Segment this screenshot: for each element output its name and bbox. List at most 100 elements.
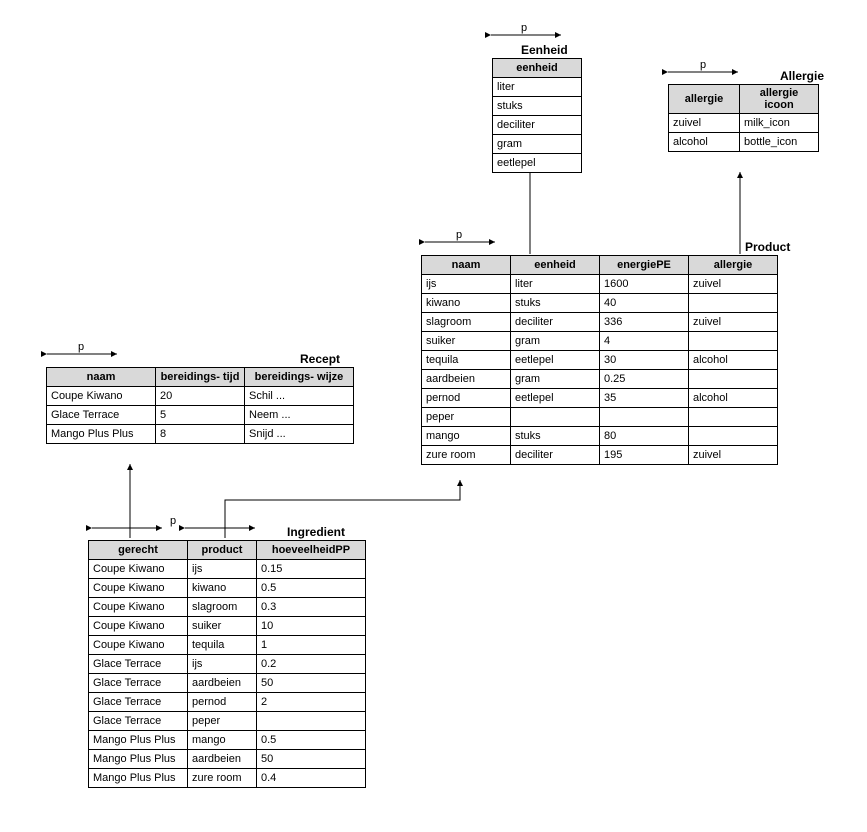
- table-cell: Glace Terrace: [89, 693, 188, 712]
- table-cell: 30: [600, 351, 689, 370]
- table-cell: liter: [493, 78, 582, 97]
- table-cell: 0.15: [257, 560, 366, 579]
- table-cell: 8: [156, 425, 245, 444]
- recept-p-label: p: [78, 341, 84, 353]
- product-p-label: p: [456, 229, 462, 241]
- table-cell: stuks: [511, 427, 600, 446]
- table-cell: [689, 370, 778, 389]
- table-cell: alcohol: [689, 351, 778, 370]
- table-cell: deciliter: [511, 446, 600, 465]
- allergie-col-1: allergie icoon: [740, 85, 819, 114]
- table-cell: ijs: [188, 655, 257, 674]
- table-cell: Snijd ...: [245, 425, 354, 444]
- ingredient-col-1: product: [188, 541, 257, 560]
- recept-col-2: bereidings- wijze: [245, 368, 354, 387]
- table-cell: 0.3: [257, 598, 366, 617]
- table-cell: aardbeien: [188, 750, 257, 769]
- table-cell: zuivel: [689, 446, 778, 465]
- eenheid-p-label: p: [521, 22, 527, 34]
- table-cell: gram: [511, 370, 600, 389]
- table-cell: ijs: [188, 560, 257, 579]
- table-cell: mango: [188, 731, 257, 750]
- table-cell: 35: [600, 389, 689, 408]
- table-cell: 50: [257, 674, 366, 693]
- table-cell: 1600: [600, 275, 689, 294]
- table-cell: [689, 427, 778, 446]
- table-cell: Coupe Kiwano: [89, 579, 188, 598]
- product-col-0: naam: [422, 256, 511, 275]
- eenheid-col-0: eenheid: [493, 59, 582, 78]
- table-cell: 0.5: [257, 579, 366, 598]
- table-cell: Glace Terrace: [47, 406, 156, 425]
- ingredient-p-label: p: [170, 515, 176, 527]
- allergie-col-0: allergie: [669, 85, 740, 114]
- table-cell: Mango Plus Plus: [89, 731, 188, 750]
- product-table: naam eenheid energiePE allergie ijsliter…: [421, 255, 778, 465]
- table-cell: eetlepel: [511, 389, 600, 408]
- table-cell: Coupe Kiwano: [89, 636, 188, 655]
- table-cell: kiwano: [188, 579, 257, 598]
- table-cell: zure room: [422, 446, 511, 465]
- table-cell: 40: [600, 294, 689, 313]
- table-cell: 0.25: [600, 370, 689, 389]
- table-cell: aardbeien: [188, 674, 257, 693]
- table-cell: suiker: [188, 617, 257, 636]
- table-cell: stuks: [511, 294, 600, 313]
- table-cell: [689, 408, 778, 427]
- table-cell: 5: [156, 406, 245, 425]
- table-cell: 0.5: [257, 731, 366, 750]
- table-cell: gram: [511, 332, 600, 351]
- table-cell: Glace Terrace: [89, 674, 188, 693]
- table-cell: 2: [257, 693, 366, 712]
- table-cell: eetlepel: [511, 351, 600, 370]
- table-cell: 1: [257, 636, 366, 655]
- table-cell: deciliter: [493, 116, 582, 135]
- table-cell: alcohol: [689, 389, 778, 408]
- allergie-table: allergie allergie icoon zuivel milk_icon…: [668, 84, 819, 152]
- table-cell: Schil ...: [245, 387, 354, 406]
- table-cell: 336: [600, 313, 689, 332]
- recept-title: Recept: [300, 352, 340, 366]
- table-cell: alcohol: [669, 133, 740, 152]
- table-cell: milk_icon: [740, 114, 819, 133]
- ingredient-table: gerecht product hoeveelheidPP Coupe Kiwa…: [88, 540, 366, 788]
- recept-col-1: bereidings- tijd: [156, 368, 245, 387]
- table-cell: zuivel: [689, 313, 778, 332]
- recept-col-0: naam: [47, 368, 156, 387]
- table-cell: Coupe Kiwano: [89, 560, 188, 579]
- table-cell: zuivel: [689, 275, 778, 294]
- table-cell: Neem ...: [245, 406, 354, 425]
- table-cell: aardbeien: [422, 370, 511, 389]
- table-cell: tequila: [422, 351, 511, 370]
- table-cell: zure room: [188, 769, 257, 788]
- table-cell: Coupe Kiwano: [89, 617, 188, 636]
- table-cell: peper: [188, 712, 257, 731]
- table-cell: [689, 294, 778, 313]
- table-cell: slagroom: [422, 313, 511, 332]
- product-col-2: energiePE: [600, 256, 689, 275]
- table-cell: [600, 408, 689, 427]
- table-cell: kiwano: [422, 294, 511, 313]
- table-cell: bottle_icon: [740, 133, 819, 152]
- product-title: Product: [745, 240, 790, 254]
- recept-table: naam bereidings- tijd bereidings- wijze …: [46, 367, 354, 444]
- table-cell: zuivel: [669, 114, 740, 133]
- table-cell: 195: [600, 446, 689, 465]
- table-cell: Mango Plus Plus: [89, 750, 188, 769]
- table-cell: peper: [422, 408, 511, 427]
- ingredient-title: Ingredient: [287, 525, 345, 539]
- table-cell: Mango Plus Plus: [47, 425, 156, 444]
- table-cell: Coupe Kiwano: [47, 387, 156, 406]
- table-cell: 0.2: [257, 655, 366, 674]
- table-cell: pernod: [188, 693, 257, 712]
- table-cell: 80: [600, 427, 689, 446]
- table-cell: Mango Plus Plus: [89, 769, 188, 788]
- table-cell: deciliter: [511, 313, 600, 332]
- table-cell: liter: [511, 275, 600, 294]
- table-cell: suiker: [422, 332, 511, 351]
- table-cell: [257, 712, 366, 731]
- table-cell: ijs: [422, 275, 511, 294]
- table-cell: tequila: [188, 636, 257, 655]
- table-cell: pernod: [422, 389, 511, 408]
- product-col-3: allergie: [689, 256, 778, 275]
